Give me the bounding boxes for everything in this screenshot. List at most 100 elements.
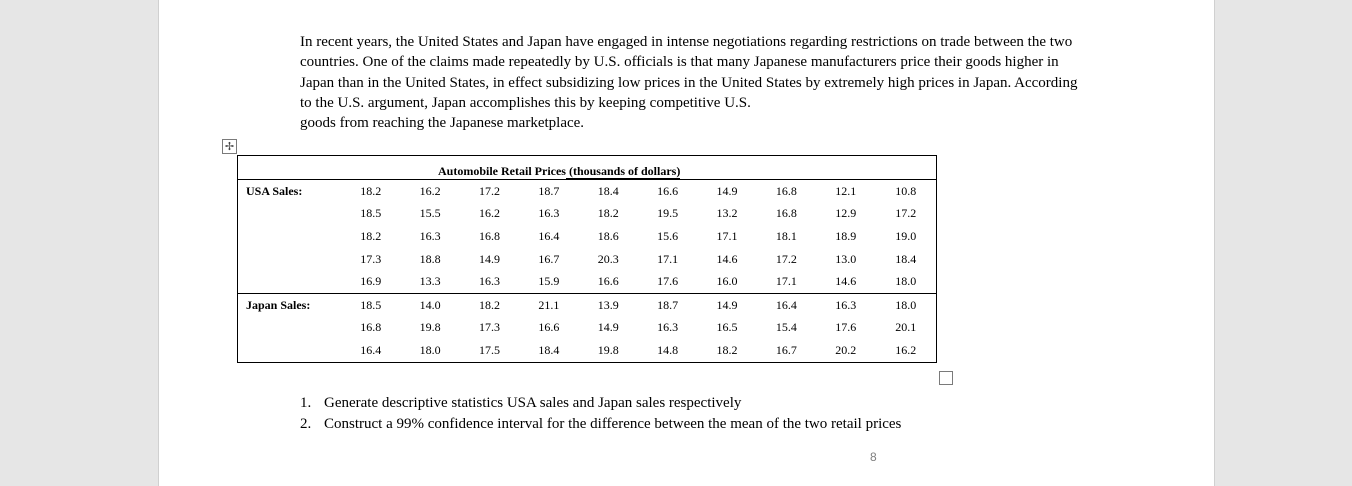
table-cell: 17.1 bbox=[775, 274, 797, 289]
table-cell: 16.7 bbox=[775, 342, 797, 357]
question-list: 1. Generate descriptive statistics USA sa… bbox=[300, 393, 901, 435]
intro-paragraph: In recent years, the United States and J… bbox=[300, 32, 1130, 133]
table-cell: 17.2 bbox=[775, 251, 797, 266]
table-cell: 14.6 bbox=[835, 274, 857, 289]
price-table: Automobile Retail Prices (thousands of d… bbox=[237, 155, 937, 363]
usa-sales-label: USA Sales: bbox=[237, 178, 341, 203]
table-cell: 16.3 bbox=[538, 206, 560, 221]
table-cell: 16.2 bbox=[895, 342, 917, 357]
empty-label-cell bbox=[238, 225, 342, 248]
table-row: 18.5 15.5 16.2 16.3 18.2 19.5 13.2 16.8 12.9 17.2 bbox=[238, 203, 937, 226]
table-cell: 18.0 bbox=[875, 292, 937, 317]
table-row: 16.9 13.3 16.3 15.9 16.6 17.6 16.0 17.1 14.6 18.0 bbox=[238, 270, 937, 293]
table-cell: 15.6 bbox=[657, 228, 679, 243]
table-cell: 16.8 bbox=[478, 228, 500, 243]
table-cell: 16.8 bbox=[360, 320, 382, 335]
table-cell: 17.3 bbox=[360, 251, 382, 266]
table-cell: 20.2 bbox=[835, 342, 857, 357]
table-row: Japan Sales: 18.5 14.0 18.2 21.1 13.9 18.7 14.9… bbox=[237, 292, 937, 317]
table-cell: 18.0 bbox=[419, 342, 441, 357]
table-cell: 12.9 bbox=[835, 206, 857, 221]
table-cell: 16.9 bbox=[360, 274, 382, 289]
table-caption-row: Automobile Retail Prices (thousands of d… bbox=[238, 156, 937, 180]
table-cell: 14.6 bbox=[716, 251, 738, 266]
empty-label-cell bbox=[238, 203, 342, 226]
table-cell: 16.4 bbox=[538, 228, 560, 243]
list-item: 2. Construct a 99% confidence interval fo… bbox=[300, 416, 902, 432]
table-cell: 16.7 bbox=[538, 251, 560, 266]
table-cell: 16.3 bbox=[419, 228, 441, 243]
table-cell: 19.0 bbox=[895, 228, 917, 243]
table-cell: 17.2 bbox=[895, 206, 917, 221]
table-cell: 16.6 bbox=[637, 178, 698, 203]
table-cell: 18.4 bbox=[538, 342, 560, 357]
table-cell: 13.2 bbox=[716, 206, 738, 221]
table-cell: 14.8 bbox=[657, 342, 679, 357]
table-cell: 10.8 bbox=[875, 178, 937, 203]
table-cell: 14.9 bbox=[478, 251, 500, 266]
move-cross-icon[interactable]: ✢ bbox=[222, 139, 237, 154]
table-cell: 18.2 bbox=[597, 206, 619, 221]
table-cell: 17.1 bbox=[657, 251, 679, 266]
table-cell: 15.5 bbox=[419, 206, 441, 221]
table-cell: 14.9 bbox=[597, 320, 619, 335]
table-cell: 16.3 bbox=[657, 320, 679, 335]
table-cell: 18.4 bbox=[895, 251, 917, 266]
table-cell: 16.6 bbox=[597, 274, 619, 289]
table-cell: 16.2 bbox=[400, 178, 460, 203]
resize-square-icon[interactable] bbox=[939, 371, 953, 385]
list-item: 1. Generate descriptive statistics USA sa… bbox=[300, 395, 742, 411]
table-cell: 13.9 bbox=[578, 292, 638, 317]
table-cell: 18.0 bbox=[895, 274, 917, 289]
table-row: USA Sales: 18.2 16.2 17.2 18.7 18.4 16.6 14.9 16… bbox=[237, 178, 937, 203]
table-cell: 18.2 bbox=[716, 342, 738, 357]
table-cell: 17.1 bbox=[716, 228, 738, 243]
table-cell: 16.6 bbox=[538, 320, 560, 335]
document-page: In recent years, the United States and J… bbox=[158, 0, 1215, 486]
table-cell: 14.9 bbox=[697, 292, 757, 317]
empty-label-cell bbox=[238, 248, 342, 271]
table-cell: 14.0 bbox=[400, 292, 460, 317]
table-cell: 15.9 bbox=[538, 274, 560, 289]
caption-units: (thousands of dollars) bbox=[565, 164, 681, 179]
table-cell: 16.4 bbox=[756, 292, 816, 317]
table-cell: 18.7 bbox=[637, 292, 698, 317]
table-cell: 18.9 bbox=[835, 228, 857, 243]
table-cell: 13.3 bbox=[419, 274, 441, 289]
table-cell: 16.5 bbox=[716, 320, 738, 335]
table-cell: 13.0 bbox=[835, 251, 857, 266]
table-row: 17.3 18.8 14.9 16.7 20.3 17.1 14.6 17.2 13.0 18.4 bbox=[238, 248, 937, 271]
table-cell: 17.6 bbox=[657, 274, 679, 289]
empty-label-cell bbox=[238, 317, 342, 340]
table-cell: 15.4 bbox=[775, 320, 797, 335]
table-row: 16.4 18.0 17.5 18.4 19.8 14.8 18.2 16.7 20.2 16.2 bbox=[238, 339, 937, 362]
table-cell: 14.9 bbox=[697, 178, 757, 203]
table-cell: 17.3 bbox=[478, 320, 500, 335]
table-cell: 16.8 bbox=[756, 178, 816, 203]
paragraph-line: to the U.S. argument, Japan accomplishes… bbox=[300, 94, 751, 111]
table-cell: 12.1 bbox=[816, 178, 876, 203]
table-cell: 18.1 bbox=[775, 228, 797, 243]
paragraph-line: Japan than in the United States, in effe… bbox=[300, 74, 1078, 91]
table-cell: 16.3 bbox=[816, 292, 876, 317]
table-cell: 19.8 bbox=[419, 320, 441, 335]
table-cell: 20.3 bbox=[597, 251, 619, 266]
table-cell: 18.2 bbox=[360, 228, 382, 243]
table-cell: 16.2 bbox=[478, 206, 500, 221]
paragraph-line: In recent years, the United States and J… bbox=[300, 34, 1073, 50]
table-cell: 19.8 bbox=[597, 342, 619, 357]
table-cell: 21.1 bbox=[519, 292, 579, 317]
table-cell: 18.5 bbox=[341, 292, 401, 317]
table-caption: Automobile Retail Prices (thousands of d… bbox=[341, 156, 937, 180]
table-cell: 17.2 bbox=[459, 178, 520, 203]
table-cell: 18.8 bbox=[419, 251, 441, 266]
empty-label-cell bbox=[238, 339, 342, 362]
table-cell: 17.5 bbox=[478, 342, 500, 357]
table-cell: 18.7 bbox=[519, 178, 579, 203]
paragraph-line: countries. One of the claims made repeat… bbox=[300, 54, 1059, 71]
table-cell: 18.6 bbox=[597, 228, 619, 243]
table-cell: 18.2 bbox=[341, 178, 401, 203]
table-cell: 17.6 bbox=[835, 320, 857, 335]
table-cell: 18.5 bbox=[360, 206, 382, 221]
table-cell: 16.0 bbox=[716, 274, 738, 289]
